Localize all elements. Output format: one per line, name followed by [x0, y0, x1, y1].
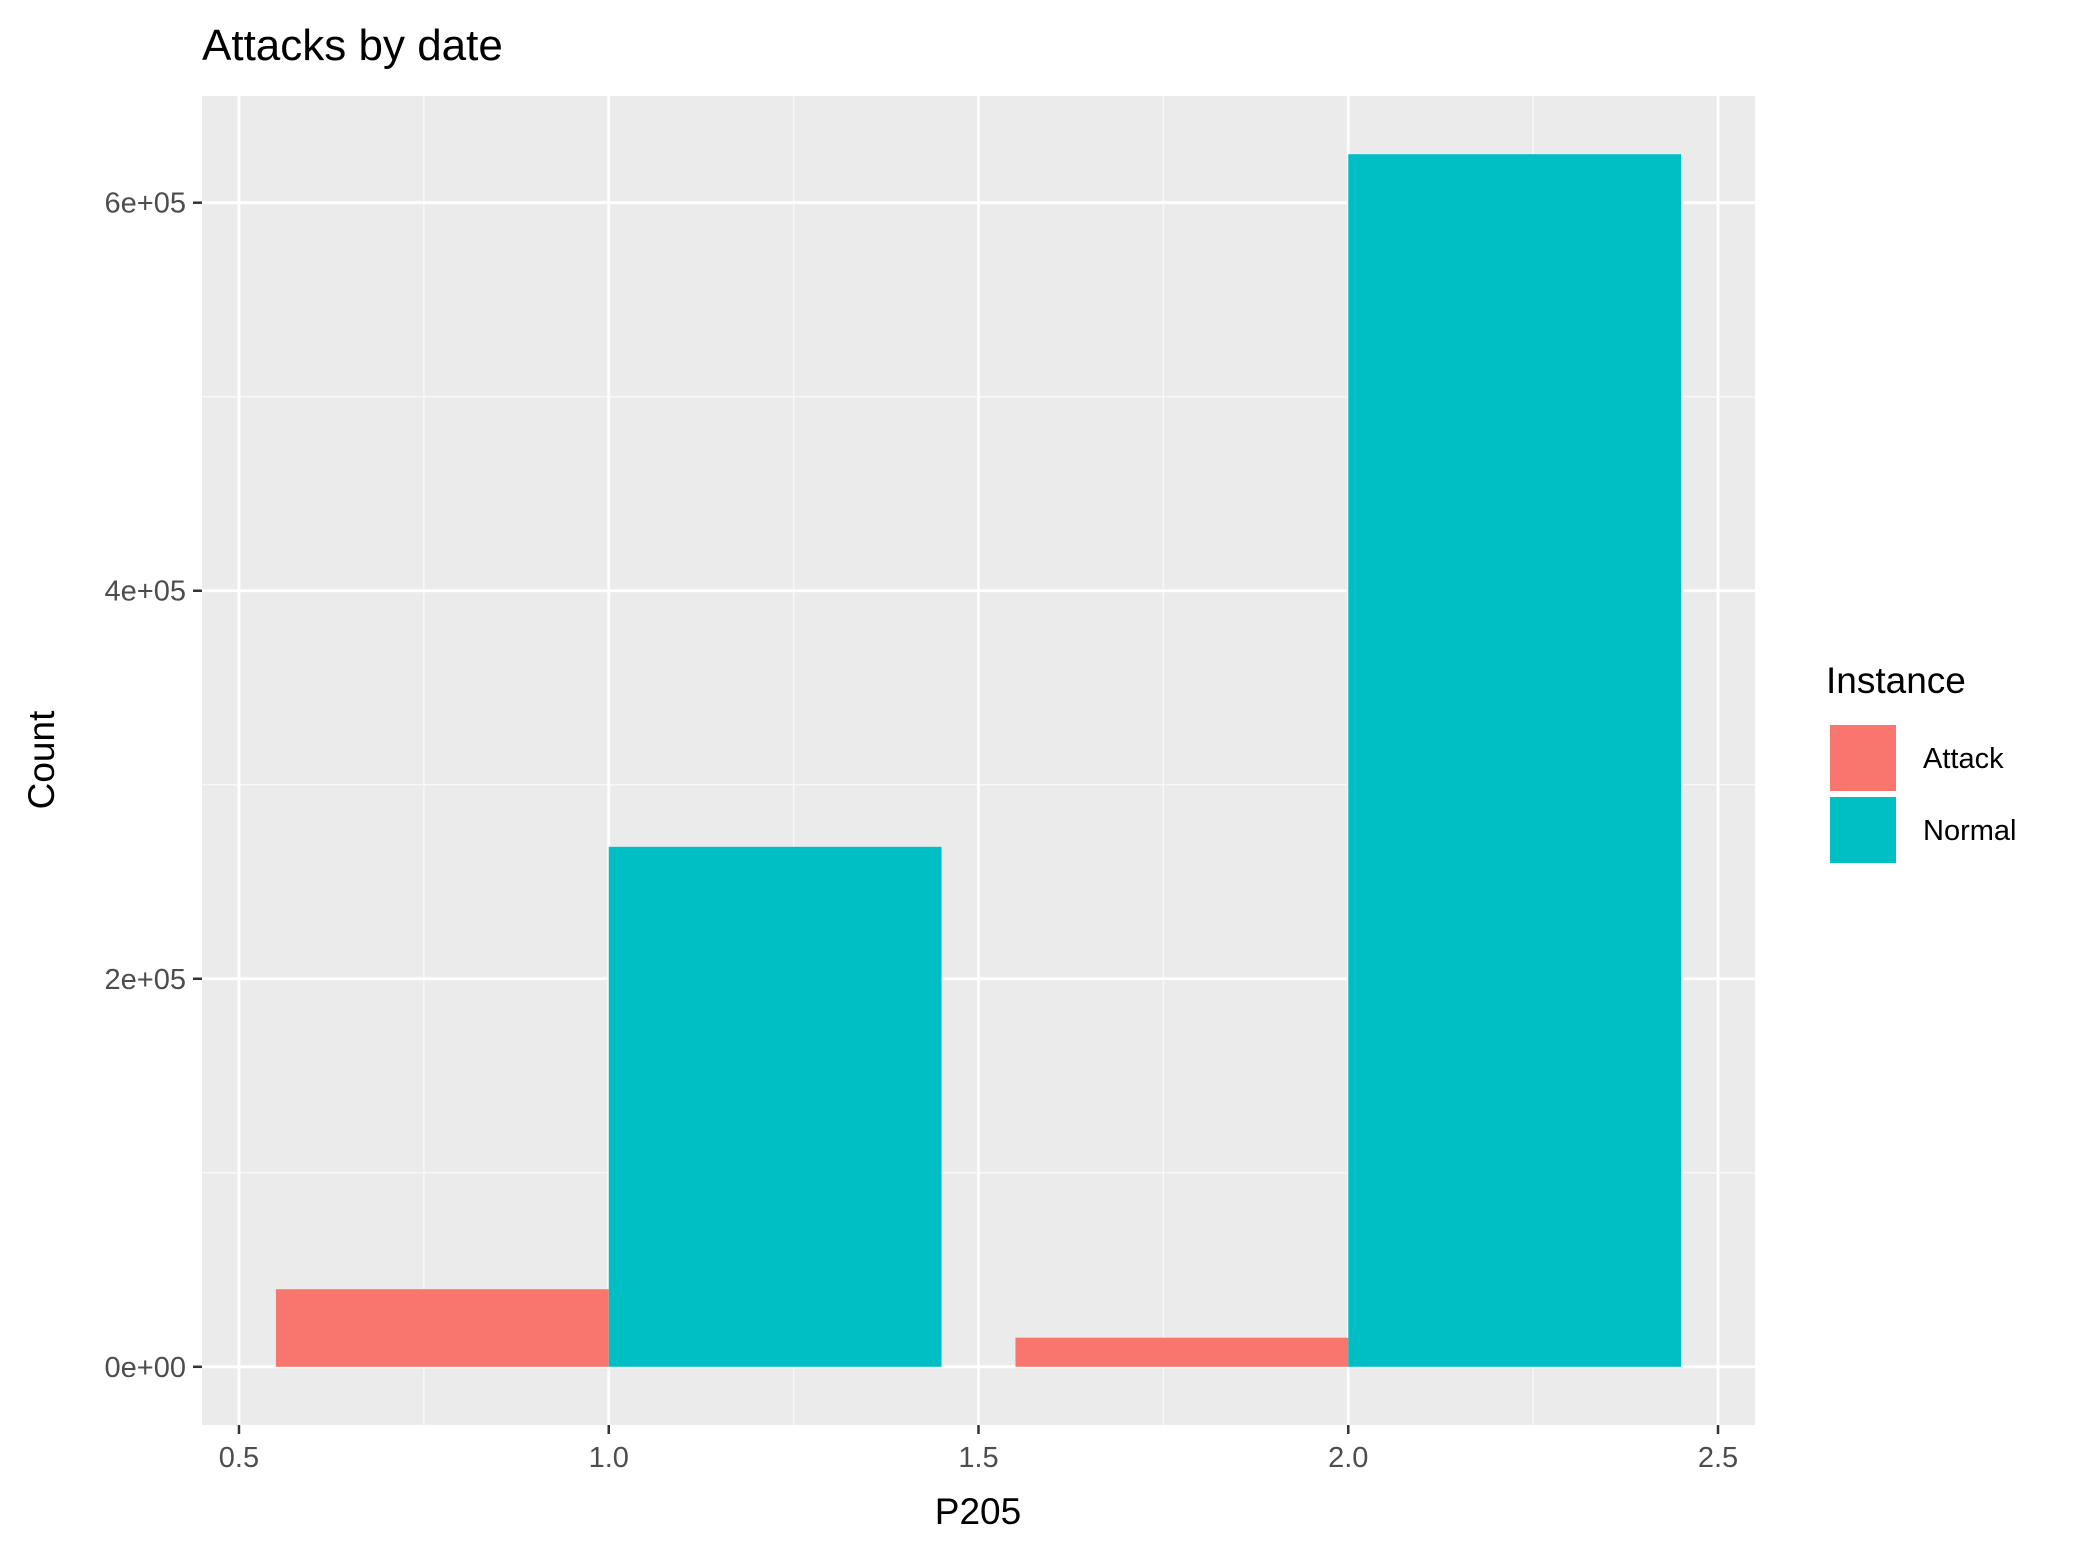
- y-axis-ticks: 0e+00 2e+05 4e+05 6e+05: [105, 188, 202, 1384]
- x-tick-label: 1.0: [589, 1442, 629, 1474]
- x-axis-ticks: 0.5 1.0 1.5 2.0 2.5: [219, 1425, 1738, 1474]
- legend-key-attack: [1830, 725, 1896, 791]
- legend-items: Attack Normal: [1830, 725, 2016, 863]
- legend-key-normal: [1830, 797, 1896, 863]
- y-tick-label: 4e+05: [105, 576, 186, 608]
- plot-title: Attacks by date: [202, 21, 503, 70]
- legend: Instance Attack Normal: [1826, 660, 2016, 863]
- legend-title: Instance: [1826, 660, 1966, 701]
- bar-attack: [1015, 1337, 1349, 1367]
- legend-label-attack: Attack: [1923, 743, 2004, 775]
- x-tick-label: 0.5: [219, 1442, 259, 1474]
- x-tick-label: 1.5: [958, 1442, 998, 1474]
- y-tick-label: 2e+05: [105, 964, 186, 996]
- y-axis-title: Count: [21, 710, 62, 809]
- y-tick-label: 0e+00: [105, 1352, 186, 1384]
- bar-normal: [608, 846, 942, 1367]
- bar-layer: [275, 154, 1682, 1367]
- bar-normal: [1348, 154, 1682, 1367]
- x-tick-label: 2.5: [1698, 1442, 1738, 1474]
- legend-label-normal: Normal: [1923, 815, 2016, 847]
- x-axis-title: P205: [935, 1491, 1021, 1532]
- bar-attack: [275, 1289, 609, 1367]
- x-tick-label: 2.0: [1328, 1442, 1368, 1474]
- y-tick-label: 6e+05: [105, 188, 186, 220]
